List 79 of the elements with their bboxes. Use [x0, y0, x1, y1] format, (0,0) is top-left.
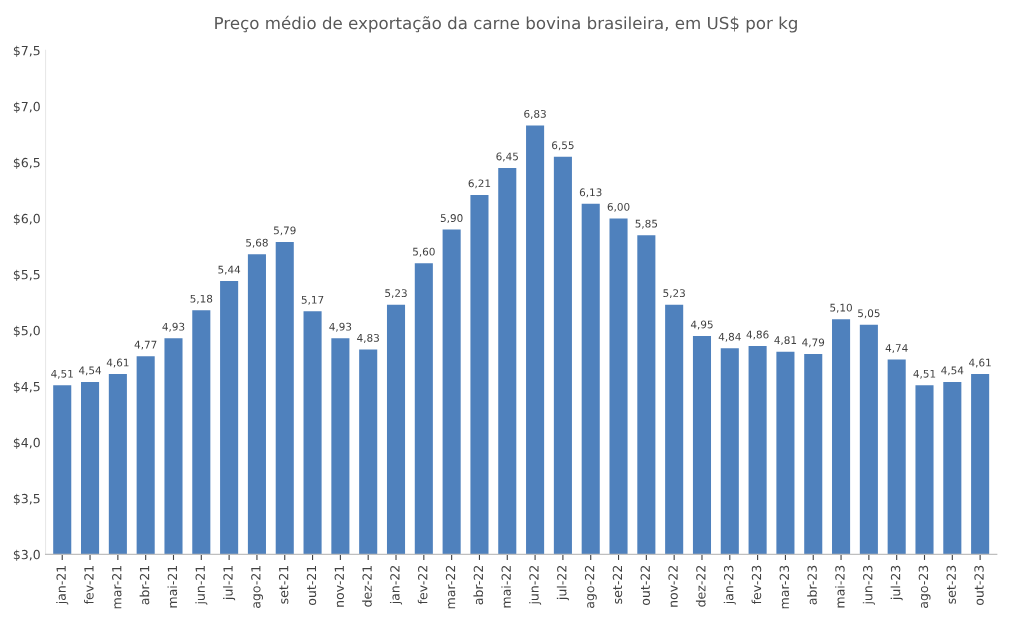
data-label: 5,44 [218, 265, 241, 275]
data-label: 5,79 [273, 226, 296, 236]
data-label: 5,90 [440, 214, 463, 224]
data-label: 5,05 [858, 309, 880, 319]
data-label: 5,10 [830, 303, 852, 313]
data-label: 4,61 [106, 358, 129, 368]
x-tick-label: jul-23 [890, 565, 903, 601]
data-label: 4,93 [329, 322, 352, 332]
y-tick-label: $7,5 [13, 45, 40, 57]
data-label: 4,93 [162, 322, 185, 332]
x-tick-label: jun-22 [529, 566, 542, 605]
x-tick-label: out-23 [974, 565, 984, 606]
data-label: 5,68 [246, 238, 268, 248]
data-label: 5,18 [190, 294, 213, 304]
y-tick-label: $6,5 [13, 157, 40, 169]
data-label: 4,81 [774, 336, 797, 346]
data-label: 5,60 [413, 247, 435, 257]
data-label: 4,83 [357, 333, 379, 343]
x-tick-label: ago-23 [918, 565, 931, 608]
data-label: 4,51 [913, 369, 936, 379]
y-tick-label: $4,5 [13, 381, 40, 393]
data-label: 6,00 [607, 202, 630, 212]
y-tick-label: $5,0 [13, 325, 40, 337]
data-label: 6,83 [524, 109, 546, 119]
data-label: 4,84 [718, 332, 741, 342]
y-tick-label: $3,0 [13, 549, 40, 561]
x-tick-label: out-21 [306, 565, 317, 606]
x-tick-label: jul-21 [223, 565, 236, 601]
y-tick-label: $7,0 [13, 101, 40, 113]
data-label: 4,54 [941, 366, 964, 376]
x-tick-label: mai-22 [501, 566, 511, 608]
x-tick-label: fev-23 [751, 565, 762, 605]
y-tick-label: $4,0 [13, 437, 40, 449]
x-tick-label: nov-21 [334, 565, 345, 607]
data-label: 5,85 [635, 219, 658, 229]
x-tick-label: jan-22 [389, 566, 403, 605]
x-tick-label: dez-22 [695, 566, 706, 607]
data-label: 4,54 [78, 366, 102, 376]
x-tick-label: jun-23 [862, 565, 875, 605]
x-tick-label: dez-21 [362, 565, 372, 607]
x-tick-label: jun-21 [195, 565, 208, 605]
data-label: 4,61 [969, 358, 991, 368]
data-label: 6,13 [579, 188, 602, 198]
chart-title: Preço médio de exportação da carne bovina brasileira, em US$ por kg [215, 15, 797, 33]
x-tick-label: abr-22 [473, 566, 484, 605]
x-tick-label: mar-21 [112, 565, 122, 609]
x-tick-label: mar-22 [445, 566, 456, 609]
data-label: 6,45 [496, 152, 518, 162]
data-label: 4,95 [690, 320, 713, 330]
data-label: 4,86 [746, 330, 769, 340]
x-tick-label: mai-23 [835, 565, 845, 608]
x-tick-label: fev-21 [84, 565, 94, 605]
data-label: 4,74 [885, 344, 908, 353]
data-label: 5,23 [663, 289, 685, 299]
data-label: 5,17 [301, 296, 324, 305]
x-tick-label: out-22 [640, 566, 650, 606]
x-tick-label: nov-22 [668, 566, 678, 607]
x-tick-label: abr-21 [139, 565, 150, 605]
data-label: 5,23 [385, 289, 407, 299]
x-tick-label: set-23 [946, 565, 956, 604]
y-tick-label: $6,0 [13, 213, 40, 225]
data-label: 4,79 [802, 338, 825, 348]
x-tick-label: abr-23 [807, 565, 817, 605]
x-tick-label: ago-21 [251, 565, 263, 608]
data-label: 6,21 [468, 179, 491, 189]
data-label: 4,77 [134, 340, 157, 350]
x-tick-label: jan-23 [723, 565, 736, 605]
y-tick-label: $3,5 [13, 493, 40, 505]
x-tick-label: set-22 [612, 566, 623, 604]
data-label: 4,51 [51, 369, 73, 379]
x-tick-label: fev-22 [417, 566, 428, 605]
x-tick-label: ago-22 [584, 566, 597, 608]
x-tick-label: jul-22 [556, 566, 569, 601]
data-label: 6,55 [552, 141, 574, 151]
x-tick-label: mai-21 [167, 565, 178, 608]
x-tick-label: set-21 [278, 565, 289, 604]
x-tick-label: jan-21 [56, 565, 69, 605]
y-tick-label: $5,5 [13, 269, 40, 281]
x-tick-label: mar-23 [779, 565, 790, 609]
